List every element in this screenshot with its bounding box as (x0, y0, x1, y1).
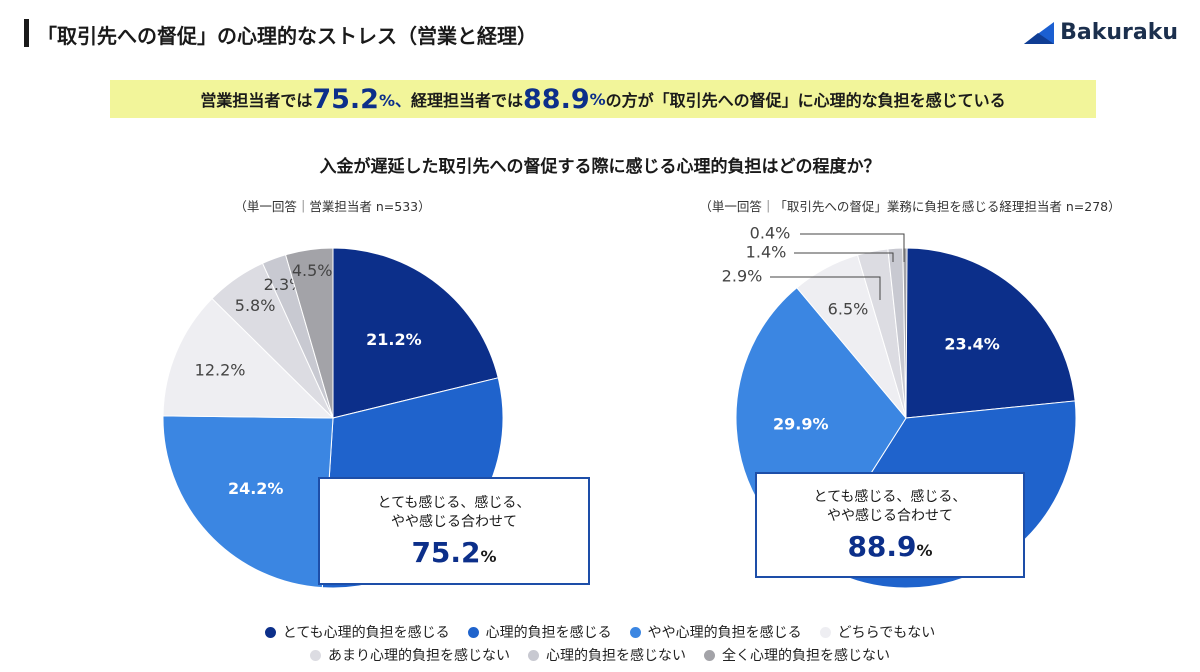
legend-item: どちらでもない (819, 622, 936, 642)
data-label: 21.2% (366, 330, 422, 349)
callout-line-2: やや感じる合わせて (391, 513, 517, 530)
legend-dot (704, 649, 715, 661)
data-label: 0.4% (750, 224, 791, 243)
data-label: 29.9% (773, 414, 829, 433)
legend-item: 全く心理的負担を感じない (704, 645, 890, 665)
data-label: 2.9% (722, 267, 763, 286)
title-accent-bar (24, 19, 29, 47)
legend-label: どちらでもない (837, 625, 936, 641)
pie-slice (332, 247, 499, 419)
survey-question: 入金が遅延した取引先への督促する際に感じる心理的負担はどの程度か？ (319, 157, 881, 177)
callout-total-pct: % (480, 546, 497, 566)
legend-label: 心理的負担を感じない (546, 648, 686, 664)
data-label: 23.4% (944, 334, 1000, 353)
note-accounting: （単一回答｜「取引先への督促」業務に負担を感じる経理担当者 n=278） (699, 199, 1121, 214)
callout-total-value: 75.2 (411, 535, 481, 569)
callout-line-1: とても感じる、感じる、 (377, 494, 531, 511)
legend-dot (310, 649, 321, 661)
note-sales: （単一回答｜営業担当者 n=533） (234, 199, 431, 214)
pie-slice (905, 247, 1076, 419)
legend-label: やや心理的負担を感じる (647, 625, 802, 641)
legend-label: とても心理的負担を感じる (282, 625, 450, 641)
pie-slice (902, 247, 908, 419)
legend-item: あまり心理的負担を感じない (310, 645, 510, 665)
page-title: 「取引先への督促」の心理的なストレス（営業と経理） (37, 24, 537, 48)
leader-line (770, 276, 881, 300)
callout-accounting: とても感じる、感じる、 やや感じる合わせて 88.9% (755, 472, 1025, 578)
headline-value-sales: 75.2 (312, 83, 379, 115)
bakuraku-logo-icon (1024, 21, 1055, 44)
data-label: 24.2% (228, 479, 284, 498)
pie-slice (162, 297, 335, 419)
callout-line-2: やや感じる合わせて (827, 507, 953, 524)
callout-total-value: 88.9 (847, 529, 917, 563)
leader-line (800, 233, 905, 262)
brand-name: Bakuraku (1060, 20, 1178, 45)
headline-pct-sales: %、 (378, 91, 411, 110)
headline-banner: 営業担当者では 75.2 %、 経理担当者では 88.9 % の方が「取引先への… (110, 80, 1096, 118)
legend-row-1: とても心理的負担を感じる 心理的負担を感じる やや心理的負担を感じる どちらでも… (0, 622, 1200, 642)
callout-line-1: とても感じる、感じる、 (813, 488, 967, 505)
legend-label: 全く心理的負担を感じない (722, 648, 890, 664)
data-label: 4.5% (292, 261, 333, 280)
legend-dot (819, 626, 831, 638)
data-label: 5.8% (235, 296, 276, 315)
headline-value-accounting: 88.9 (523, 83, 590, 115)
callout-total-pct: % (916, 540, 933, 560)
callout-total-sales: 75.2% (411, 536, 496, 569)
legend-item: 心理的負担を感じない (528, 645, 686, 665)
brand-logo: Bakuraku (1024, 20, 1178, 45)
legend-item: とても心理的負担を感じる (264, 622, 450, 642)
leader-line (794, 252, 894, 262)
legend-label: 心理的負担を感じる (485, 625, 612, 641)
data-label: 1.4% (746, 243, 787, 262)
legend-item: 心理的負担を感じる (467, 622, 612, 642)
legend-item: やや心理的負担を感じる (629, 622, 802, 642)
legend-row-2: あまり心理的負担を感じない 心理的負担を感じない 全く心理的負担を感じない (0, 645, 1200, 665)
pie-slice (162, 415, 334, 589)
headline-pct-accounting: % (589, 89, 606, 109)
headline-part-sales: 営業担当者では (200, 91, 313, 110)
pie-slice (284, 247, 334, 419)
headline-conclusion: の方が「取引先への督促」に心理的な負担を感じている (605, 91, 1006, 110)
data-label: 12.2% (195, 360, 246, 379)
legend-dot (528, 649, 539, 661)
callout-sales: とても感じる、感じる、 やや感じる合わせて 75.2% (318, 477, 590, 585)
legend-label: あまり心理的負担を感じない (328, 648, 510, 664)
legend-dot (467, 626, 479, 638)
headline-part-accounting: 経理担当者では (411, 91, 524, 110)
legend-dot (629, 626, 641, 638)
callout-total-accounting: 88.9% (847, 530, 932, 563)
legend-dot (264, 626, 276, 638)
data-label: 6.5% (828, 300, 869, 319)
